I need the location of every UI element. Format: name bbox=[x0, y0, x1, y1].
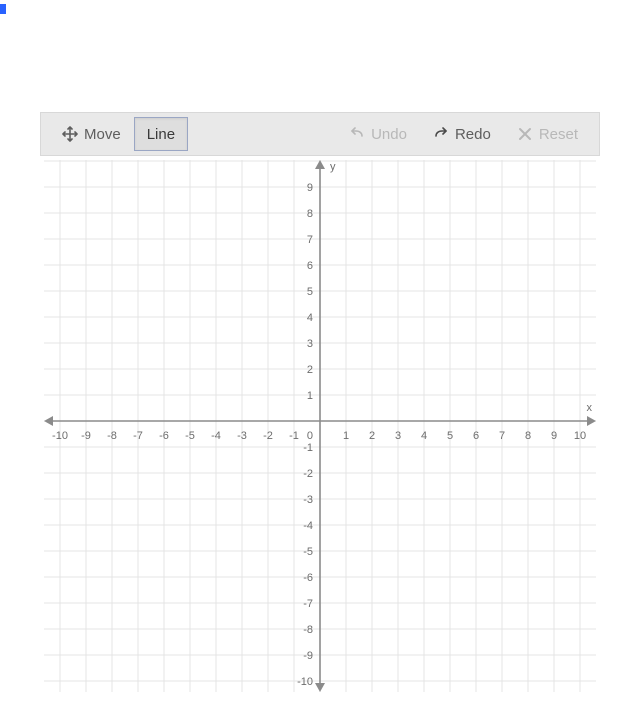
undo-button[interactable]: Undo bbox=[336, 117, 420, 151]
svg-text:-8: -8 bbox=[303, 624, 313, 636]
svg-text:3: 3 bbox=[307, 338, 313, 350]
svg-text:-3: -3 bbox=[237, 430, 247, 442]
svg-text:5: 5 bbox=[447, 430, 453, 442]
svg-text:-6: -6 bbox=[159, 430, 169, 442]
svg-text:5: 5 bbox=[307, 286, 313, 298]
graph-area[interactable]: -10-9-8-7-6-5-4-3-2-112345678910-10-9-8-… bbox=[40, 156, 600, 696]
svg-text:2: 2 bbox=[369, 430, 375, 442]
svg-text:y: y bbox=[330, 161, 336, 173]
svg-text:-4: -4 bbox=[303, 520, 313, 532]
svg-text:1: 1 bbox=[307, 390, 313, 402]
svg-text:7: 7 bbox=[499, 430, 505, 442]
svg-text:9: 9 bbox=[551, 430, 557, 442]
svg-text:-9: -9 bbox=[81, 430, 91, 442]
svg-text:1: 1 bbox=[343, 430, 349, 442]
svg-text:-2: -2 bbox=[263, 430, 273, 442]
svg-text:-10: -10 bbox=[52, 430, 68, 442]
move-tool-label: Move bbox=[84, 126, 121, 143]
close-icon bbox=[517, 126, 533, 142]
svg-text:4: 4 bbox=[307, 312, 313, 324]
svg-text:9: 9 bbox=[307, 182, 313, 194]
svg-text:-5: -5 bbox=[303, 546, 313, 558]
undo-label: Undo bbox=[371, 126, 407, 143]
svg-text:-2: -2 bbox=[303, 468, 313, 480]
graphing-tool-panel: Move Line Undo Redo bbox=[40, 112, 600, 696]
move-tool-button[interactable]: Move bbox=[49, 117, 134, 151]
svg-text:-6: -6 bbox=[303, 572, 313, 584]
svg-text:10: 10 bbox=[574, 430, 586, 442]
svg-text:-1: -1 bbox=[289, 430, 299, 442]
svg-text:-5: -5 bbox=[185, 430, 195, 442]
svg-text:-9: -9 bbox=[303, 650, 313, 662]
svg-text:6: 6 bbox=[473, 430, 479, 442]
svg-text:-3: -3 bbox=[303, 494, 313, 506]
svg-text:-8: -8 bbox=[107, 430, 117, 442]
redo-button[interactable]: Redo bbox=[420, 117, 504, 151]
svg-text:6: 6 bbox=[307, 260, 313, 272]
svg-text:-7: -7 bbox=[133, 430, 143, 442]
line-tool-label: Line bbox=[147, 126, 175, 143]
line-tool-button[interactable]: Line bbox=[134, 117, 188, 151]
svg-text:7: 7 bbox=[307, 234, 313, 246]
coordinate-grid: -10-9-8-7-6-5-4-3-2-112345678910-10-9-8-… bbox=[40, 156, 600, 696]
toolbar: Move Line Undo Redo bbox=[40, 112, 600, 156]
svg-text:-7: -7 bbox=[303, 598, 313, 610]
svg-text:8: 8 bbox=[525, 430, 531, 442]
svg-text:8: 8 bbox=[307, 208, 313, 220]
move-icon bbox=[62, 126, 78, 142]
svg-text:4: 4 bbox=[421, 430, 427, 442]
svg-text:0: 0 bbox=[307, 430, 313, 442]
reset-button[interactable]: Reset bbox=[504, 117, 591, 151]
redo-icon bbox=[433, 126, 449, 142]
svg-text:3: 3 bbox=[395, 430, 401, 442]
redo-label: Redo bbox=[455, 126, 491, 143]
svg-text:2: 2 bbox=[307, 364, 313, 376]
page-marker bbox=[0, 4, 6, 14]
svg-text:-1: -1 bbox=[303, 442, 313, 454]
svg-text:-4: -4 bbox=[211, 430, 221, 442]
svg-text:x: x bbox=[587, 402, 593, 414]
undo-icon bbox=[349, 126, 365, 142]
svg-text:-10: -10 bbox=[297, 676, 313, 688]
reset-label: Reset bbox=[539, 126, 578, 143]
